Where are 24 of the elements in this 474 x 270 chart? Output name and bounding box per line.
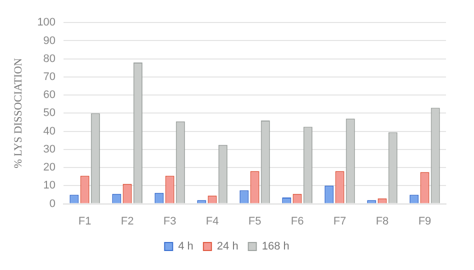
x-tick-label: F7	[333, 215, 346, 228]
y-tick-label: 0	[49, 198, 56, 210]
legend-label: 24 h	[216, 240, 238, 253]
x-tick-label: F3	[163, 215, 176, 228]
x-tick-label: F4	[206, 215, 219, 228]
x-tick-label: F2	[120, 215, 134, 228]
x-tick-label: F6	[290, 215, 304, 228]
x-tick-label: F1	[78, 215, 92, 228]
y-tick-label: 80	[43, 52, 56, 65]
x-tick-label: F8	[376, 215, 389, 228]
legend-label: 168 h	[262, 240, 290, 253]
y-tick-label: 50	[43, 107, 56, 120]
y-tick-label: 90	[43, 34, 56, 47]
y-tick-label: 20	[43, 162, 56, 174]
y-tick-label: 70	[43, 70, 56, 83]
y-tick-label: 40	[43, 125, 56, 138]
x-tick-label: F9	[418, 215, 432, 228]
y-tick-label: 30	[43, 143, 56, 156]
y-axis-title: % LYS DISSOCIATION	[12, 58, 24, 168]
legend-label: 4 h	[178, 240, 194, 253]
y-tick-label: 10	[43, 180, 56, 192]
x-tick-label: F5	[248, 215, 262, 228]
y-tick-label: 60	[43, 89, 56, 102]
y-tick-label: 100	[37, 16, 56, 29]
